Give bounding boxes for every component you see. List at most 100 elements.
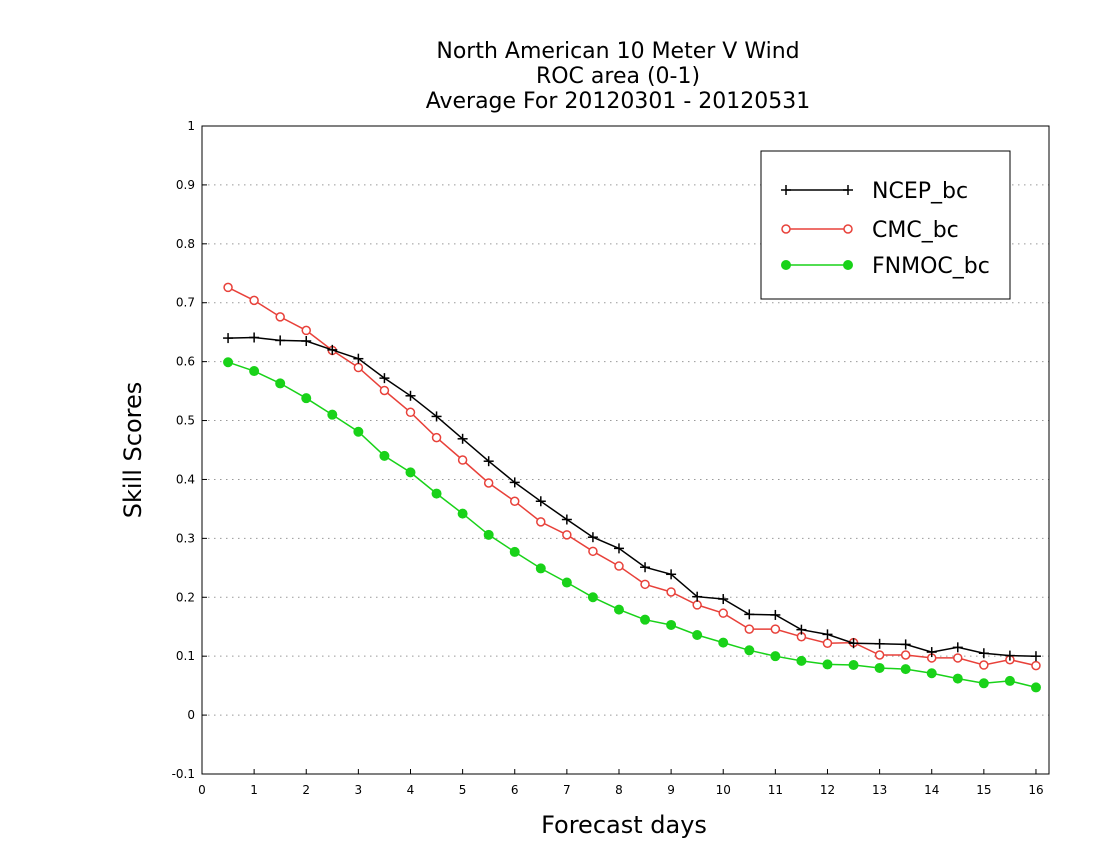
y-tick-label: 0.9	[176, 178, 195, 192]
data-point	[1030, 682, 1041, 693]
y-tick-label: 1	[187, 119, 195, 133]
y-tick-label: 0.1	[176, 649, 195, 663]
data-point	[405, 467, 416, 478]
data-point	[587, 532, 598, 543]
data-point	[588, 546, 598, 557]
data-point	[926, 647, 937, 658]
y-tick-label: -0.1	[172, 767, 195, 781]
data-point	[535, 496, 546, 507]
legend-marker	[781, 185, 791, 195]
data-point	[353, 426, 364, 437]
data-point	[718, 637, 729, 648]
data-point	[900, 639, 911, 650]
data-point	[457, 508, 468, 519]
data-point	[561, 514, 572, 525]
data-point	[562, 530, 572, 540]
x-tick-label: 11	[768, 783, 783, 797]
data-point	[952, 642, 963, 653]
series-fnmoc-bc	[223, 357, 1041, 693]
data-point	[249, 295, 259, 306]
legend-marker	[843, 224, 853, 234]
data-point	[509, 546, 520, 557]
x-tick-label: 6	[511, 783, 519, 797]
x-tick-label: 3	[355, 783, 363, 797]
data-point	[457, 433, 468, 444]
x-tick-label: 4	[407, 783, 415, 797]
data-point	[613, 604, 624, 615]
data-point	[431, 488, 442, 499]
x-tick-label: 13	[872, 783, 887, 797]
legend-marker	[843, 260, 853, 270]
data-point	[457, 455, 468, 465]
chart-title-line-2: ROC area (0-1)	[536, 64, 700, 89]
data-point	[249, 366, 260, 377]
y-axis-title: Skill Scores	[119, 382, 147, 519]
data-point	[874, 650, 885, 660]
data-point	[952, 673, 963, 684]
chart-title-line-3: Average For 20120301 - 20120531	[426, 89, 811, 114]
data-point	[613, 543, 624, 554]
legend-item: FNMOC_bc	[781, 254, 990, 279]
chart-title: North American 10 Meter V Wind ROC area …	[426, 39, 811, 114]
legend-marker	[843, 185, 853, 195]
x-tick-label: 9	[667, 783, 675, 797]
data-point	[666, 569, 677, 580]
x-tick-label: 5	[459, 783, 467, 797]
data-point	[431, 411, 442, 422]
data-point	[1031, 660, 1041, 671]
data-point	[770, 651, 781, 662]
data-point	[848, 638, 859, 649]
data-point	[718, 608, 728, 618]
data-point	[874, 638, 885, 649]
x-axis-ticks: 0 1 2 3 4 5 6 7 8 9 10 11 12 13 14 15 16	[198, 769, 1044, 797]
data-point	[640, 614, 651, 625]
data-point	[353, 362, 364, 373]
legend-marker	[781, 224, 791, 234]
data-point	[223, 333, 234, 344]
data-point	[327, 409, 338, 420]
data-point	[796, 655, 807, 666]
data-point	[405, 407, 416, 418]
data-point	[796, 624, 807, 635]
data-point	[953, 653, 963, 663]
legend-box	[760, 150, 1011, 300]
legend-item: NCEP_bc	[781, 179, 968, 204]
x-tick-label: 14	[924, 783, 939, 797]
data-point	[509, 477, 520, 488]
y-tick-label: 0.5	[176, 414, 195, 428]
data-point	[483, 478, 494, 488]
y-tick-label: 0	[187, 708, 195, 722]
data-point	[535, 563, 546, 574]
data-point	[640, 579, 650, 590]
data-point	[275, 335, 286, 346]
data-point	[561, 577, 572, 588]
data-point	[900, 664, 911, 675]
data-point	[379, 373, 390, 384]
data-point	[431, 432, 442, 443]
data-point	[275, 378, 286, 389]
y-tick-label: 0.7	[176, 296, 195, 310]
y-tick-label: 0.2	[176, 590, 195, 604]
data-point	[692, 629, 703, 640]
x-tick-label: 16	[1028, 783, 1043, 797]
data-point	[614, 561, 624, 571]
legend-label: NCEP_bc	[872, 179, 968, 204]
data-point	[1004, 650, 1015, 661]
data-point	[822, 659, 833, 670]
x-tick-label: 12	[820, 783, 835, 797]
data-point	[978, 678, 989, 689]
plot-series	[223, 282, 1041, 693]
x-tick-label: 0	[198, 783, 206, 797]
series-ncep-bc	[223, 332, 1041, 662]
data-point	[640, 562, 651, 573]
data-point	[770, 609, 781, 620]
data-point	[379, 385, 390, 396]
y-tick-label: 0.8	[176, 237, 195, 251]
data-point	[301, 393, 312, 404]
legend-label: FNMOC_bc	[872, 254, 990, 279]
data-point	[822, 638, 833, 648]
data-point	[848, 660, 859, 671]
data-point	[979, 660, 989, 670]
y-tick-label: 0.3	[176, 531, 195, 545]
